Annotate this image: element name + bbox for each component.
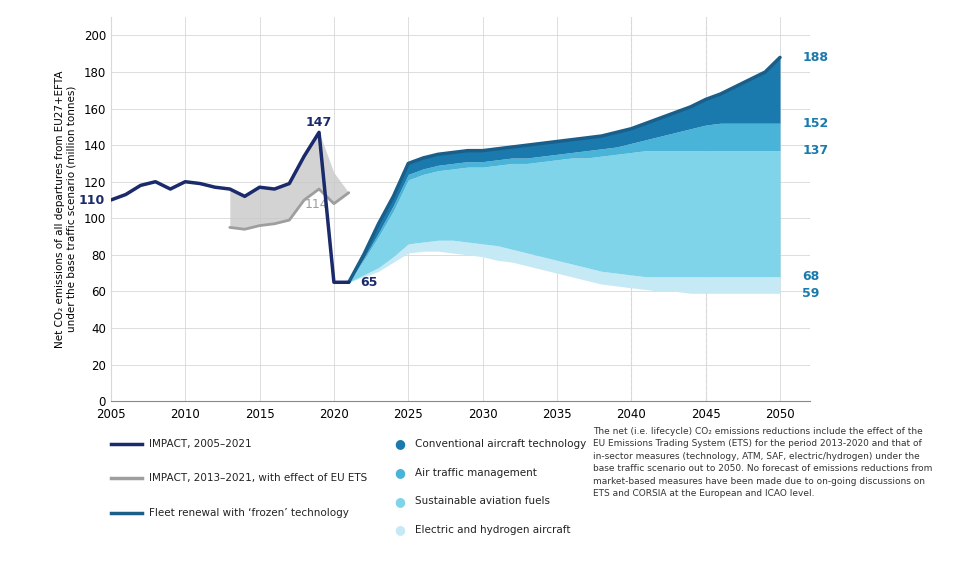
Text: 137: 137: [802, 144, 828, 157]
Text: 152: 152: [802, 117, 829, 129]
Text: 59: 59: [802, 286, 819, 300]
Text: The net (i.e. lifecycle) CO₂ emissions reductions include the effect of the
EU E: The net (i.e. lifecycle) CO₂ emissions r…: [593, 427, 932, 499]
Text: 65: 65: [361, 276, 378, 289]
Text: 188: 188: [802, 51, 828, 64]
Y-axis label: Net CO₂ emissions of all departures from EU27+EFTA
under the base traffic scenar: Net CO₂ emissions of all departures from…: [55, 70, 77, 348]
Text: 68: 68: [802, 270, 819, 283]
Text: ●: ●: [394, 524, 406, 536]
Text: ●: ●: [394, 495, 406, 508]
Text: 147: 147: [306, 116, 333, 129]
Text: 110: 110: [79, 194, 105, 206]
Text: IMPACT, 2005–2021: IMPACT, 2005–2021: [149, 439, 252, 449]
Text: Conventional aircraft technology: Conventional aircraft technology: [415, 439, 586, 449]
Text: Air traffic management: Air traffic management: [415, 468, 536, 478]
Text: ●: ●: [394, 438, 406, 450]
Text: ●: ●: [394, 466, 406, 479]
Text: Electric and hydrogen aircraft: Electric and hydrogen aircraft: [415, 525, 570, 535]
Text: Sustainable aviation fuels: Sustainable aviation fuels: [415, 496, 549, 507]
Text: Fleet renewal with ‘frozen’ technology: Fleet renewal with ‘frozen’ technology: [149, 508, 349, 518]
Text: 114: 114: [305, 198, 328, 211]
Text: IMPACT, 2013–2021, with effect of EU ETS: IMPACT, 2013–2021, with effect of EU ETS: [149, 473, 367, 484]
